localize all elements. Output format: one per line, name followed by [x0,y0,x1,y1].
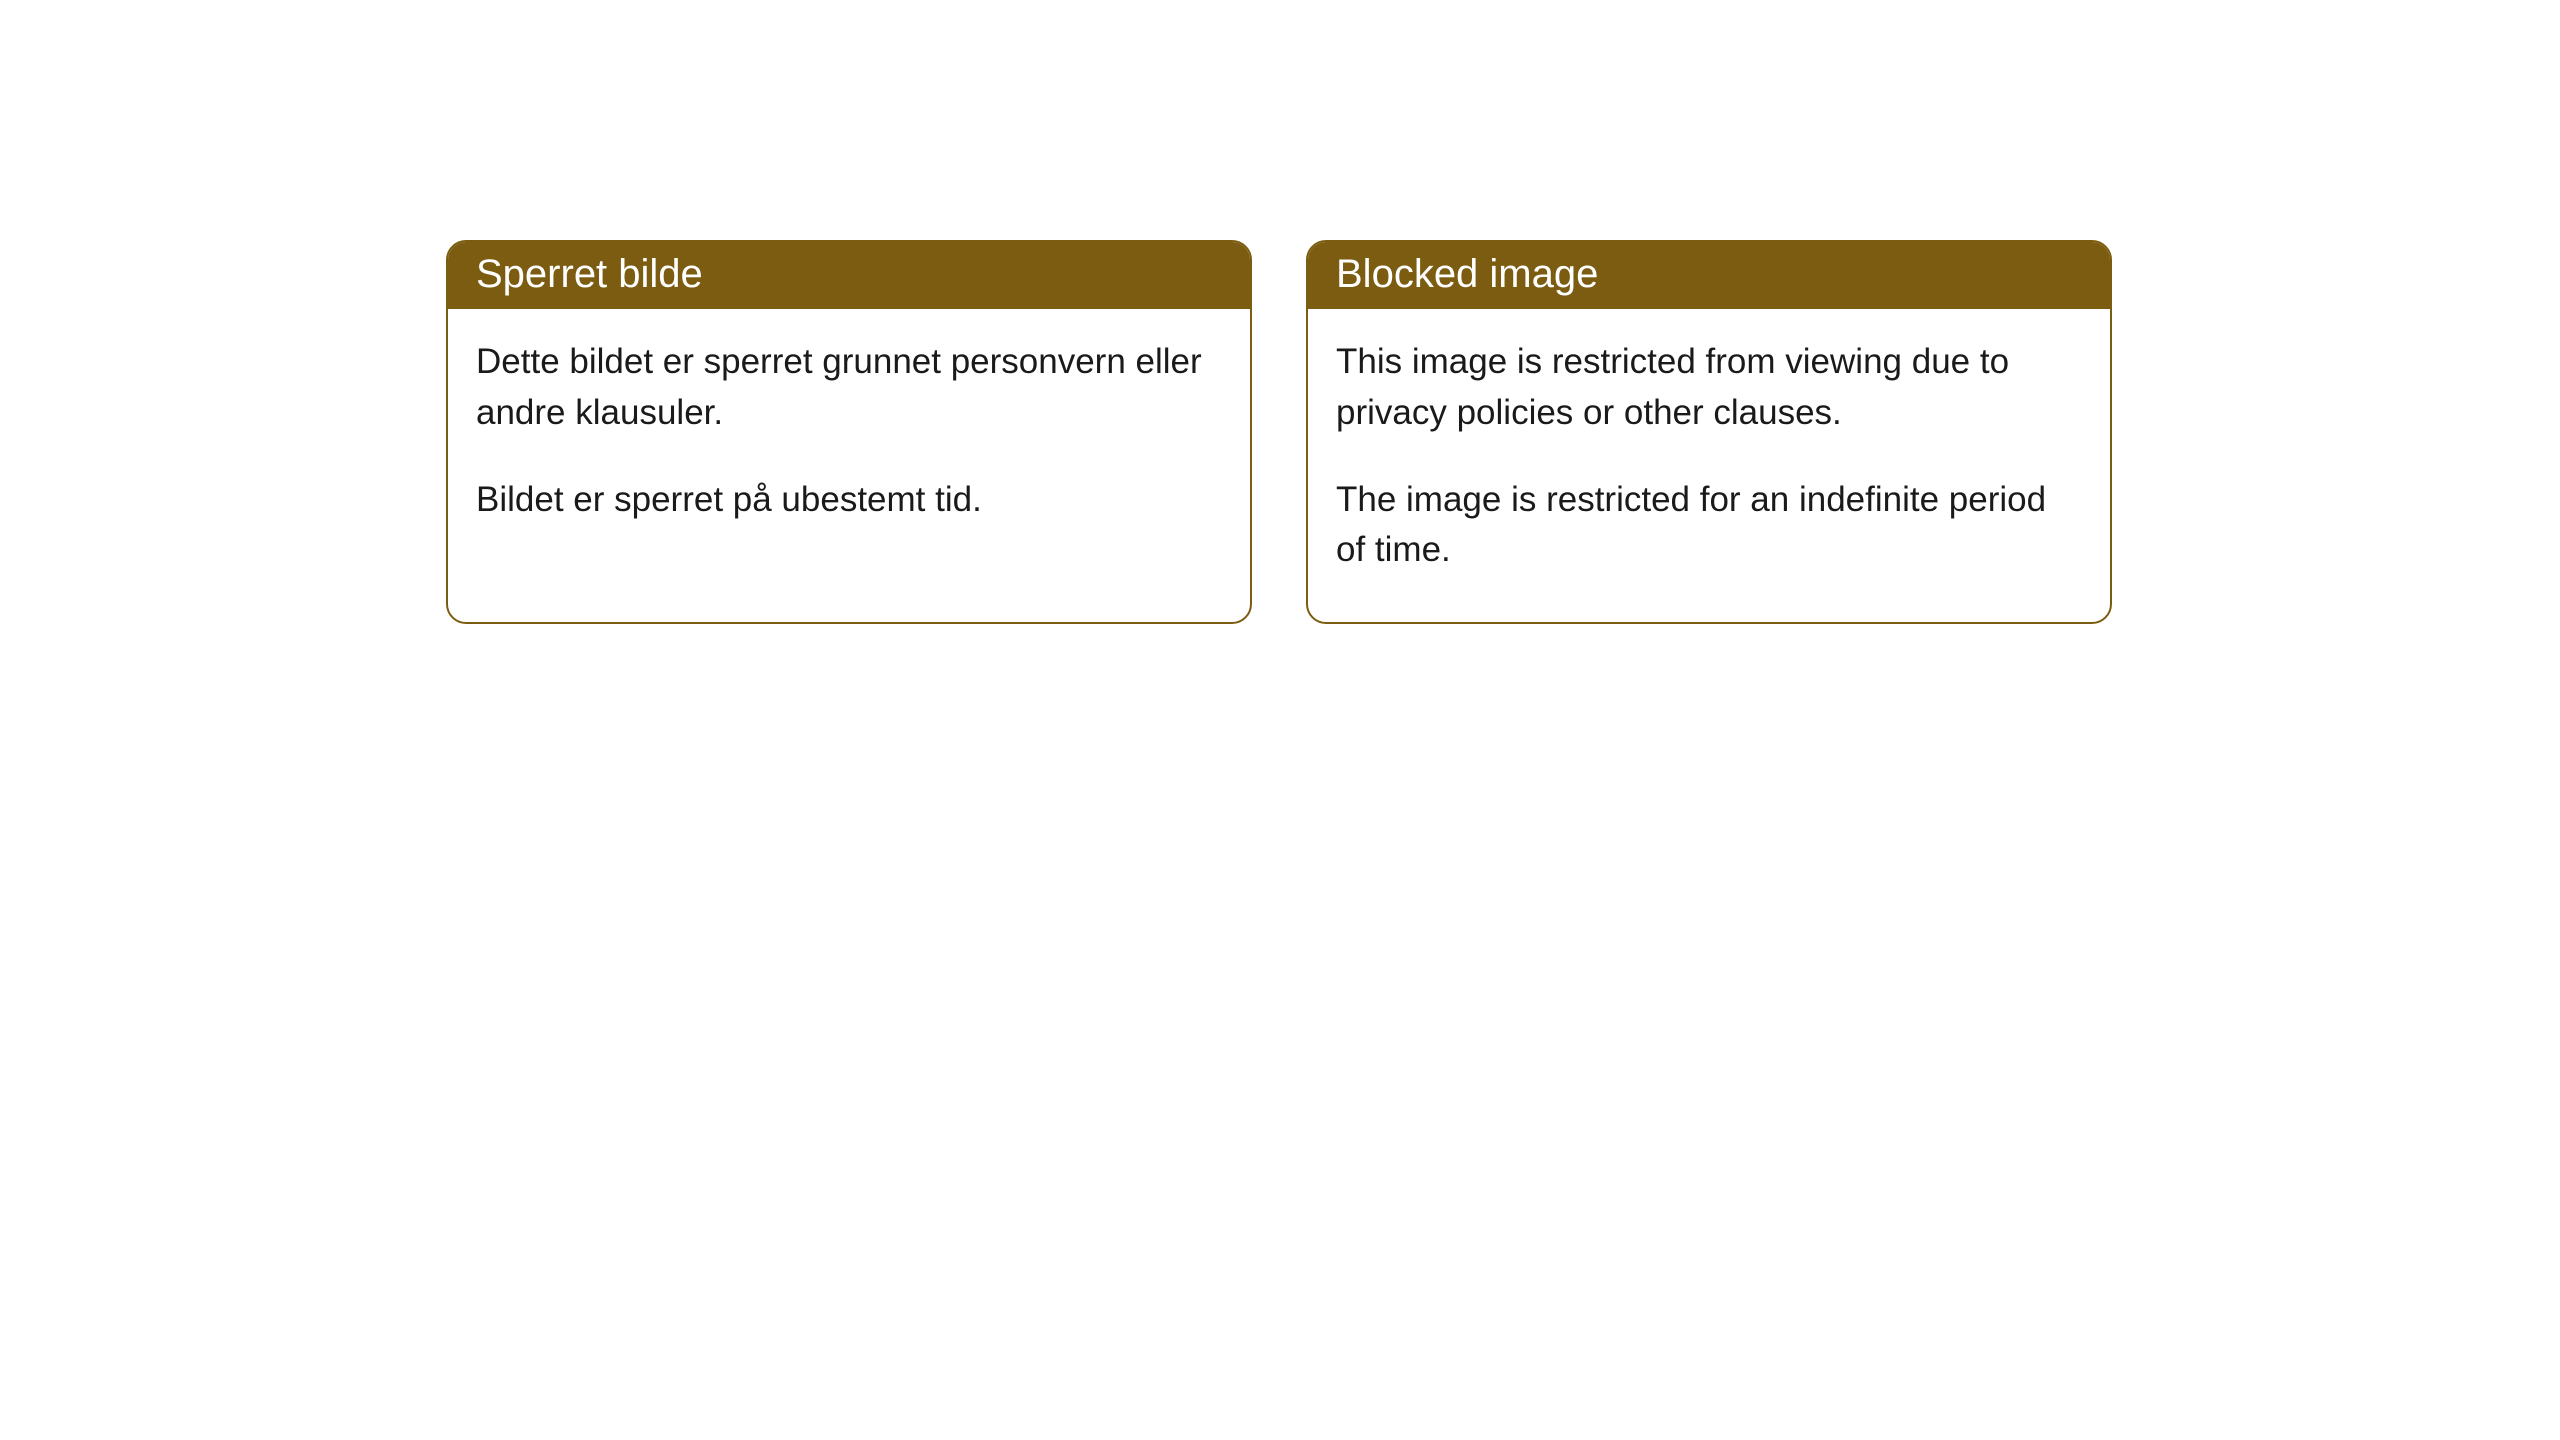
card-header-no: Sperret bilde [448,242,1250,309]
blocked-image-card-no: Sperret bilde Dette bildet er sperret gr… [446,240,1252,624]
notice-container: Sperret bilde Dette bildet er sperret gr… [0,0,2560,624]
card-text-no-2: Bildet er sperret på ubestemt tid. [476,475,1222,526]
card-body-en: This image is restricted from viewing du… [1308,309,2110,622]
card-text-en-1: This image is restricted from viewing du… [1336,337,2082,439]
blocked-image-card-en: Blocked image This image is restricted f… [1306,240,2112,624]
card-text-no-1: Dette bildet er sperret grunnet personve… [476,337,1222,439]
card-body-no: Dette bildet er sperret grunnet personve… [448,309,1250,571]
card-header-en: Blocked image [1308,242,2110,309]
card-text-en-2: The image is restricted for an indefinit… [1336,475,2082,577]
